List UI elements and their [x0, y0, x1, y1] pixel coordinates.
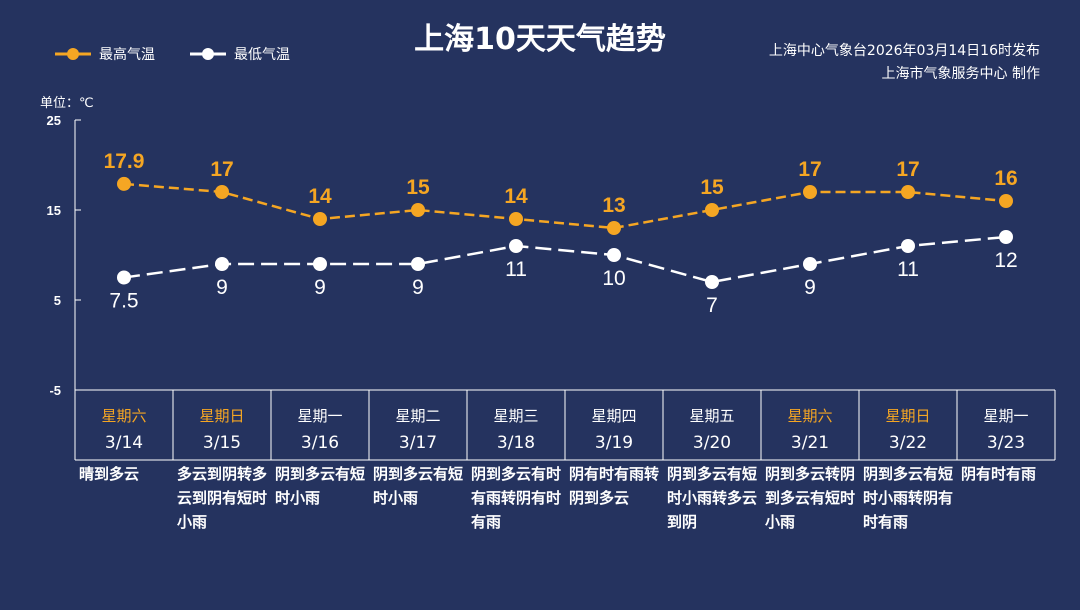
weather-description: 阴到多云有短时小雨	[275, 465, 366, 507]
data-point	[705, 203, 719, 217]
data-point	[901, 239, 915, 253]
date-label: 3/16	[300, 433, 340, 453]
data-label: 14	[308, 185, 332, 208]
data-label: 17	[896, 158, 919, 181]
legend-low-label: 最低气温	[234, 47, 290, 63]
data-label: 9	[216, 276, 228, 299]
date-label: 3/18	[496, 433, 536, 453]
data-point	[313, 212, 327, 226]
data-point	[509, 239, 523, 253]
date-label: 3/21	[790, 433, 830, 453]
data-point	[313, 257, 327, 271]
weekday-label: 星期二	[395, 407, 441, 425]
weather-description: 阴到多云转阴到多云有短时小雨	[765, 465, 856, 531]
credit: 上海中心气象台2026年03月14日16时发布 上海市气象服务中心 制作	[769, 40, 1040, 86]
legend-high: 最高气温	[55, 44, 155, 64]
series-line-high	[123, 182, 1007, 230]
credit-line-2: 上海市气象服务中心 制作	[881, 66, 1040, 82]
data-label: 17	[210, 158, 233, 181]
weekday-label: 星期五	[689, 407, 735, 425]
data-label: 14	[504, 185, 528, 208]
data-label: 17	[798, 158, 821, 181]
unit-label: 单位：℃	[40, 96, 94, 111]
data-label: 15	[700, 176, 724, 199]
weekday-label: 星期日	[885, 407, 931, 425]
date-label: 3/20	[692, 433, 732, 453]
date-label: 3/17	[398, 433, 438, 453]
legend-high-label: 最高气温	[99, 47, 155, 63]
data-label: 7.5	[109, 290, 138, 313]
y-tick-label: 25	[47, 113, 61, 128]
weekday-label: 星期日	[199, 407, 245, 425]
data-label: 16	[994, 167, 1017, 190]
legend-high-marker-icon	[55, 48, 91, 60]
data-label: 9	[314, 276, 326, 299]
data-point	[999, 230, 1013, 244]
data-point	[117, 270, 131, 285]
weather-description: 阴到多云有时有雨转阴有时有雨	[471, 465, 562, 531]
weather-description: 阴到多云有短时小雨转阴有时有雨	[863, 465, 954, 531]
weather-description: 阴有时有雨	[961, 465, 1037, 483]
data-point	[999, 194, 1013, 208]
data-point	[901, 185, 915, 199]
date-label: 3/23	[986, 433, 1026, 453]
series-line-low	[123, 235, 1007, 284]
weather-description: 阴到多云有短时小雨转多云到阴	[667, 465, 758, 531]
weather-description: 阴到多云有短时小雨	[373, 465, 464, 507]
weekday-label: 星期四	[591, 407, 637, 425]
data-label: 15	[406, 176, 430, 199]
data-point	[411, 203, 425, 217]
legend-low-marker-icon	[190, 48, 226, 60]
data-point	[509, 212, 523, 226]
data-label: 12	[994, 249, 1017, 272]
data-label: 7	[706, 294, 718, 317]
weekday-label: 星期一	[297, 407, 343, 425]
date-label: 3/19	[594, 433, 634, 453]
weather-description: 晴到多云	[79, 465, 140, 483]
y-tick-label: 5	[54, 293, 61, 308]
date-label: 3/22	[888, 433, 928, 453]
legend-low: 最低气温	[190, 44, 290, 64]
data-point	[607, 221, 621, 235]
weekday-label: 星期一	[983, 407, 1029, 425]
data-point	[607, 248, 621, 262]
date-label: 3/14	[104, 433, 144, 453]
weekday-label: 星期三	[493, 407, 539, 425]
weekday-label: 星期六	[101, 407, 147, 425]
y-tick-label: -5	[49, 383, 61, 398]
data-label: 9	[412, 276, 424, 299]
date-label: 3/15	[202, 433, 242, 453]
data-point	[215, 185, 229, 199]
data-label: 11	[505, 258, 527, 281]
y-tick-label: 15	[47, 203, 61, 218]
data-point	[803, 185, 817, 199]
data-point	[215, 257, 229, 271]
weather-description: 阴有时有雨转阴到多云	[569, 465, 660, 507]
data-label: 10	[602, 267, 625, 290]
data-point	[803, 257, 817, 271]
weather-description: 多云到阴转多云到阴有短时小雨	[177, 465, 268, 531]
data-point	[705, 275, 719, 289]
data-point	[117, 176, 131, 191]
data-label: 9	[804, 276, 816, 299]
chart-title: 上海10天天气趋势	[414, 22, 666, 57]
weekday-label: 星期六	[787, 407, 833, 425]
data-label: 11	[897, 258, 919, 281]
data-label: 13	[602, 194, 625, 217]
credit-line-1: 上海中心气象台2026年03月14日16时发布	[768, 43, 1040, 59]
data-point	[411, 257, 425, 271]
data-label: 17.9	[104, 150, 145, 173]
